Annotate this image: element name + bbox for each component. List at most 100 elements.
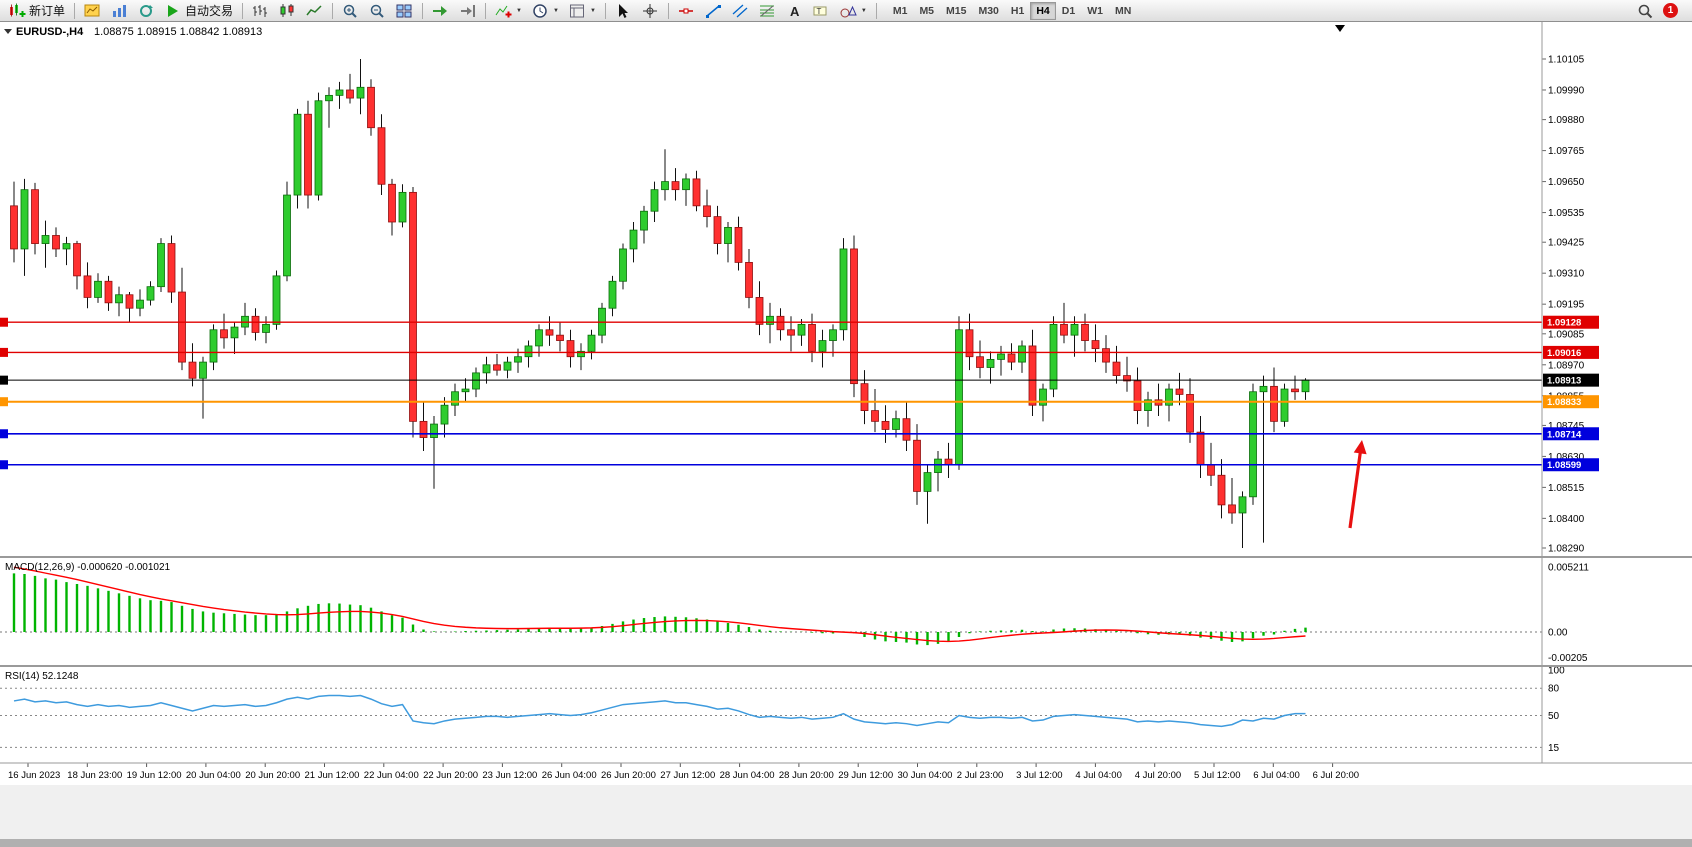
tile-windows-button[interactable]	[392, 1, 417, 21]
timeframe-h1-button[interactable]: H1	[1005, 2, 1030, 20]
channel-icon	[732, 4, 748, 17]
templates-button[interactable]: ▼	[565, 1, 600, 21]
toolbar-separator	[74, 2, 76, 19]
candle-down	[304, 113, 312, 196]
candle-up	[209, 329, 218, 363]
candle-down	[1123, 375, 1131, 382]
price-axis-label: 1.08290	[1548, 544, 1585, 555]
timeframe-m5-button[interactable]: M5	[913, 2, 940, 20]
candle-down	[83, 275, 92, 298]
candle-up	[356, 86, 365, 99]
timeframe-d1-button[interactable]: D1	[1056, 2, 1081, 20]
candle-down	[776, 315, 785, 331]
new-chart-button[interactable]	[80, 1, 105, 21]
zoom-in-button[interactable]	[338, 1, 363, 21]
price-axis-label: 1.09085	[1548, 329, 1585, 340]
candle-down	[493, 364, 501, 371]
timeframe-m1-button[interactable]: M1	[887, 2, 914, 20]
candle-up	[1280, 388, 1289, 422]
line-chart-button[interactable]	[302, 1, 327, 21]
periods-button[interactable]: ▼	[528, 1, 563, 21]
time-axis-label: 28 Jun 20:00	[779, 770, 834, 781]
candle-down	[104, 280, 113, 304]
timeframe-w1-button[interactable]: W1	[1081, 2, 1109, 20]
zoom-out-button[interactable]	[365, 1, 390, 21]
cursor-button[interactable]	[611, 1, 636, 21]
candle-up	[818, 340, 827, 352]
candle-down	[377, 127, 386, 185]
candle-up	[230, 326, 239, 339]
candle-down	[52, 235, 60, 250]
rsi-panel: 100 80 50 15	[0, 666, 1565, 754]
notification-badge[interactable]: 1	[1663, 3, 1678, 18]
chart-shift-button[interactable]	[455, 1, 480, 21]
candle-down	[419, 420, 428, 438]
candle-down	[1196, 431, 1205, 465]
fibonacci-button[interactable]	[755, 1, 780, 21]
shapes-button[interactable]: ▼	[836, 1, 871, 21]
candle-down	[1081, 323, 1089, 341]
line-left-marker	[0, 347, 8, 357]
candle-up	[335, 89, 344, 96]
candle-up	[682, 178, 690, 191]
auto-trading-button[interactable]: 自动交易	[161, 1, 237, 21]
trendline-icon	[705, 4, 721, 18]
price-badge	[1543, 427, 1599, 441]
timeframe-m15-button[interactable]: M15	[940, 2, 972, 20]
indicators-button[interactable]: ▼	[491, 1, 526, 21]
candle-down	[881, 420, 890, 430]
timeframe-mn-button[interactable]: MN	[1109, 2, 1137, 20]
arrow-shaft[interactable]	[1348, 445, 1363, 529]
chart-area[interactable]: 0.005211 0.00 -0.00205 100 80 50 15 16 Jun 20…	[0, 22, 1692, 847]
bar-chart-button[interactable]	[248, 1, 273, 21]
toolbar-button-groups: 新订单 自动交易 ▼ ▼ ▼ A T ▼	[4, 1, 881, 21]
candle-up	[136, 299, 144, 309]
strategy-tester-button[interactable]	[134, 1, 159, 21]
horizontal-line-button[interactable]	[674, 1, 699, 21]
candlesticks	[10, 59, 1310, 548]
candle-up	[461, 388, 470, 393]
line-chart-icon	[306, 4, 322, 15]
candle-up	[829, 329, 837, 341]
candle-up	[1070, 323, 1079, 336]
candle-up	[146, 286, 155, 301]
horizontal-lines[interactable]	[0, 317, 1542, 470]
candle-up	[115, 294, 123, 304]
candlestick-chart-button[interactable]	[275, 1, 300, 21]
dropdown-arrow-icon: ▼	[860, 7, 867, 14]
candle-up	[934, 458, 942, 473]
auto-scroll-button[interactable]	[428, 1, 453, 21]
price-axis-label: 1.09535	[1548, 208, 1585, 219]
dropdown-arrow-icon: ▼	[589, 7, 596, 14]
timeframe-h4-button[interactable]: H4	[1030, 1, 1056, 20]
candle-down	[713, 216, 722, 244]
timeframe-m30-button[interactable]: M30	[972, 2, 1004, 20]
text-button[interactable]: A	[782, 1, 807, 21]
candle-down	[850, 248, 858, 385]
search-icon	[1638, 4, 1653, 18]
search-button[interactable]	[1633, 1, 1658, 21]
time-axis[interactable]: 16 Jun 2023 18 Jun 23:00 19 Jun 12:00 20 Ju…	[8, 763, 1359, 781]
crosshair-button[interactable]	[638, 1, 663, 21]
candle-down	[944, 458, 953, 465]
candle-down	[1207, 464, 1215, 476]
line-left-marker	[0, 375, 8, 385]
ohlc-collapse-icon[interactable]	[4, 29, 12, 34]
profiles-button[interactable]	[107, 1, 132, 21]
candle-up	[640, 210, 648, 231]
candle-up	[293, 113, 302, 196]
toolbar-separator	[332, 2, 334, 19]
object-marker-icon[interactable]	[1335, 25, 1345, 32]
candle-up	[1049, 323, 1058, 390]
candle-up	[1301, 379, 1310, 393]
trendline-button[interactable]	[701, 1, 726, 21]
price-badge-value: 1.08833	[1547, 397, 1581, 408]
new-order-button[interactable]: 新订单	[5, 1, 69, 21]
price-axis-label: 1.08630	[1548, 452, 1585, 463]
candle-down	[1112, 361, 1121, 376]
price-badge	[1543, 315, 1599, 329]
text-label-button[interactable]: T	[809, 1, 834, 21]
channel-button[interactable]	[728, 1, 753, 21]
candle-down	[367, 86, 375, 129]
line-left-marker	[0, 429, 8, 439]
